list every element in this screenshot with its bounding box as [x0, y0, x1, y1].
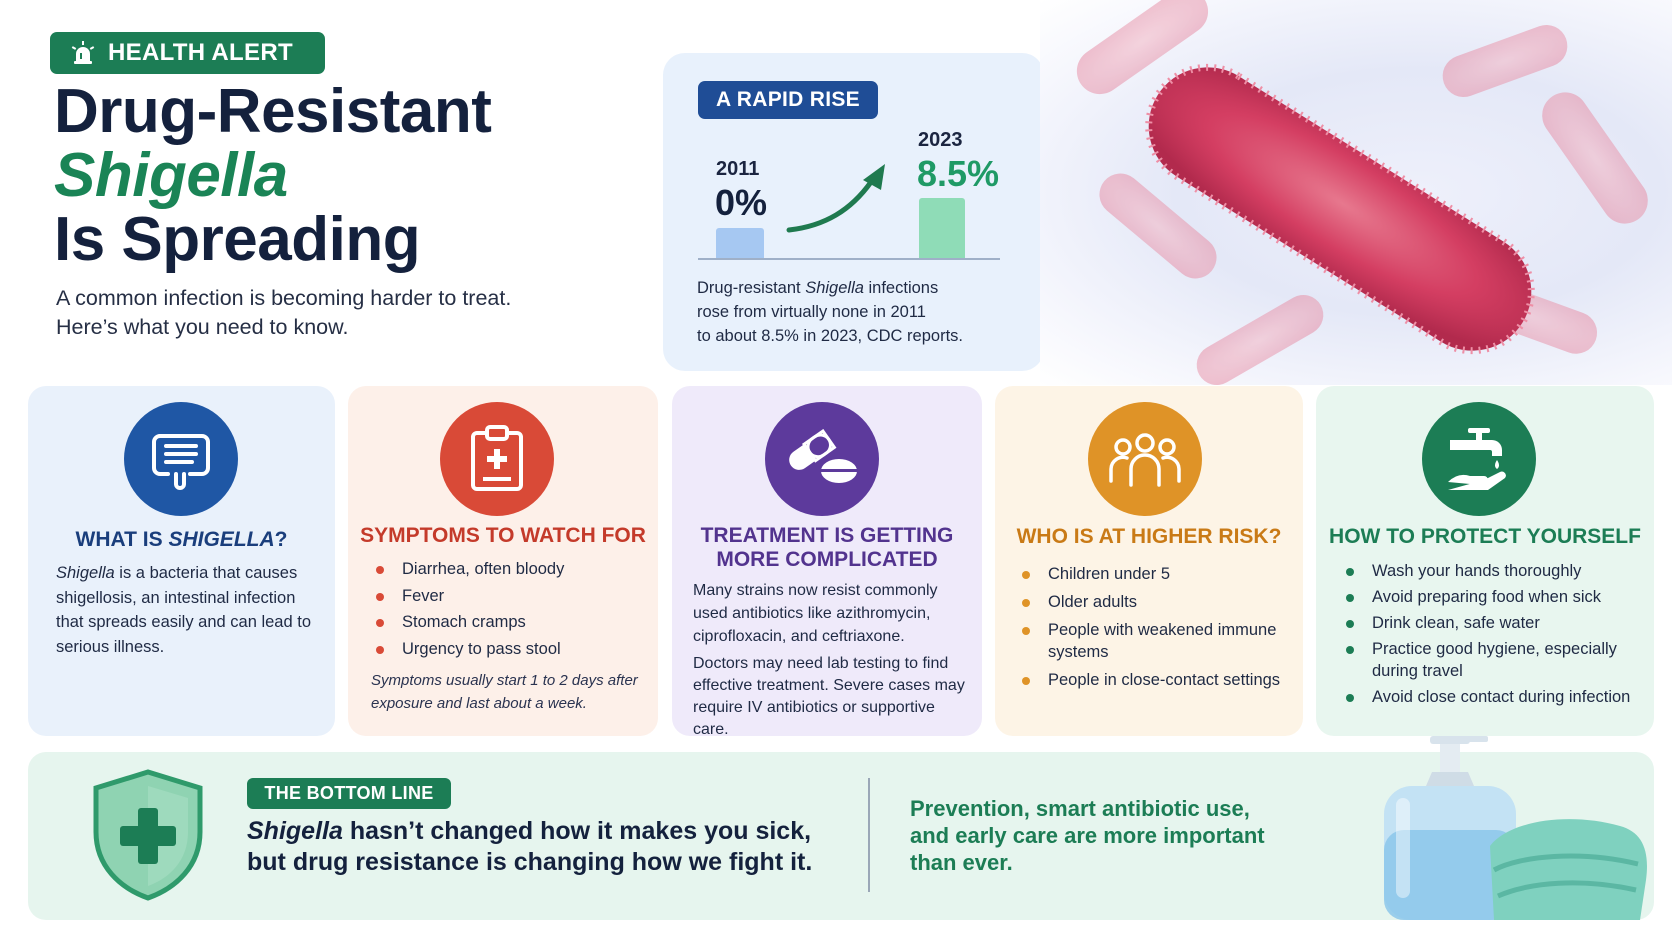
rapid-rise-description: Drug-resistant Shigella infections rose … — [697, 276, 1027, 348]
protect-item: Wash your hands thoroughly — [1340, 560, 1650, 582]
title-line-1: Drug-Resistant — [54, 77, 492, 146]
symptom-item: Diarrhea, often bloody — [370, 558, 650, 580]
what-title-post: ? — [274, 528, 288, 551]
what-body-text: is a bacteria that causes shigellosis, a… — [56, 564, 312, 656]
faucet-hand-icon — [1448, 428, 1506, 490]
rise-desc-line-3: to about 8.5% in 2023, CDC reports. — [697, 327, 963, 345]
bacteria-image — [1076, 0, 1648, 385]
intestine-icon — [152, 434, 210, 490]
siren-icon — [71, 41, 95, 64]
year-2023-label: 2023 — [918, 129, 963, 151]
protect-icon-circle — [1422, 402, 1536, 516]
what-body-em: Shigella — [56, 564, 115, 582]
health-alert-label: HEALTH ALERT — [108, 39, 293, 66]
bottom-line-quote: Shigella hasn’t changed how it makes you… — [247, 816, 847, 878]
symptoms-note: Symptoms usually start 1 to 2 days after… — [371, 672, 638, 712]
shield-cross-icon — [93, 769, 203, 901]
treatment-icon-circle — [765, 402, 879, 516]
people-group-icon — [1109, 433, 1181, 487]
protect-yourself-title: HOW TO PROTECT YOURSELF — [1329, 525, 1641, 548]
higher-risk-title: WHO IS AT HIGHER RISK? — [1016, 525, 1282, 548]
what-is-shigella-body: Shigella is a bacteria that causes shige… — [56, 561, 318, 659]
protect-item: Drink clean, safe water — [1340, 612, 1650, 634]
rise-desc-post: infections — [863, 279, 939, 297]
title-line-2: Shigella — [54, 141, 288, 210]
treatment-title-line-2: MORE COMPLICATED — [716, 548, 938, 571]
symptoms-icon-circle — [440, 402, 554, 516]
risk-icon-circle — [1088, 402, 1202, 516]
rise-desc-line-2: rose from virtually none in 2011 — [697, 303, 926, 321]
treatment-body-2: Doctors may need lab testing to find eff… — [693, 655, 965, 738]
risk-item: People with weakened immune systems — [1016, 619, 1296, 663]
page-subtitle: A common infection is becoming harder to… — [56, 284, 616, 342]
rising-arrow-icon — [786, 164, 885, 233]
protect-item: Avoid close contact during infection — [1340, 686, 1650, 708]
quote-line-1: hasn’t changed how it makes you sick, — [342, 817, 812, 845]
page-title: Drug-Resistant Shigella Is Spreading — [54, 80, 654, 272]
value-2011: 0% — [715, 182, 768, 223]
subtitle-line-1: A common infection is becoming harder to… — [56, 286, 512, 310]
bacteria-illustration — [1040, 0, 1672, 385]
protect-list: Wash your hands thoroughly Avoid prepari… — [1340, 560, 1650, 712]
chart-baseline — [698, 258, 1000, 260]
risk-list: Children under 5 Older adults People wit… — [1016, 563, 1296, 697]
risk-item: People in close-contact settings — [1016, 669, 1296, 691]
bottom-line-label: THE BOTTOM LINE — [247, 778, 451, 809]
symptom-item: Stomach cramps — [370, 611, 650, 633]
quote-em: Shigella — [247, 817, 343, 845]
sanitizer-towel-illustration — [1384, 736, 1647, 920]
treatment-title: TREATMENT IS GETTING MORE COMPLICATED — [672, 524, 982, 572]
subtitle-line-2: Here’s what you need to know. — [56, 315, 349, 339]
banner-divider — [868, 778, 870, 892]
symptom-item: Urgency to pass stool — [370, 638, 650, 660]
treatment-title-line-1: TREATMENT IS GETTING — [700, 524, 954, 547]
value-2023: 8.5% — [917, 153, 1000, 194]
pills-icon — [789, 429, 857, 483]
treatment-body-1: Many strains now resist commonly used an… — [693, 582, 938, 645]
medical-clipboard-icon — [471, 425, 523, 491]
symptom-item: Fever — [370, 585, 650, 607]
quote-line-2: but drug resistance is changing how we f… — [247, 848, 813, 876]
protect-item: Avoid preparing food when sick — [1340, 586, 1650, 608]
risk-item: Children under 5 — [1016, 563, 1296, 585]
bar-2023 — [919, 198, 965, 259]
rise-desc-em: Shigella — [805, 279, 864, 297]
risk-item: Older adults — [1016, 591, 1296, 613]
what-is-shigella-title: WHAT IS SHIGELLA? — [28, 528, 335, 552]
protect-item: Practice good hygiene, especially during… — [1340, 638, 1650, 682]
what-title-em: SHIGELLA — [168, 528, 275, 551]
prevention-message: Prevention, smart antibiotic use, and ea… — [910, 796, 1265, 875]
what-title-pre: WHAT IS — [75, 528, 169, 551]
rise-desc-pre: Drug-resistant — [697, 279, 806, 297]
symptoms-title: SYMPTOMS TO WATCH FOR — [360, 524, 646, 547]
health-alert-badge: HEALTH ALERT — [50, 32, 325, 74]
bar-2011 — [716, 228, 764, 259]
symptoms-list: Diarrhea, often bloody Fever Stomach cra… — [370, 558, 650, 664]
rapid-rise-label: A RAPID RISE — [698, 81, 878, 119]
year-2011-label: 2011 — [716, 158, 760, 180]
title-line-3: Is Spreading — [54, 205, 421, 274]
what-icon-circle — [124, 402, 238, 516]
